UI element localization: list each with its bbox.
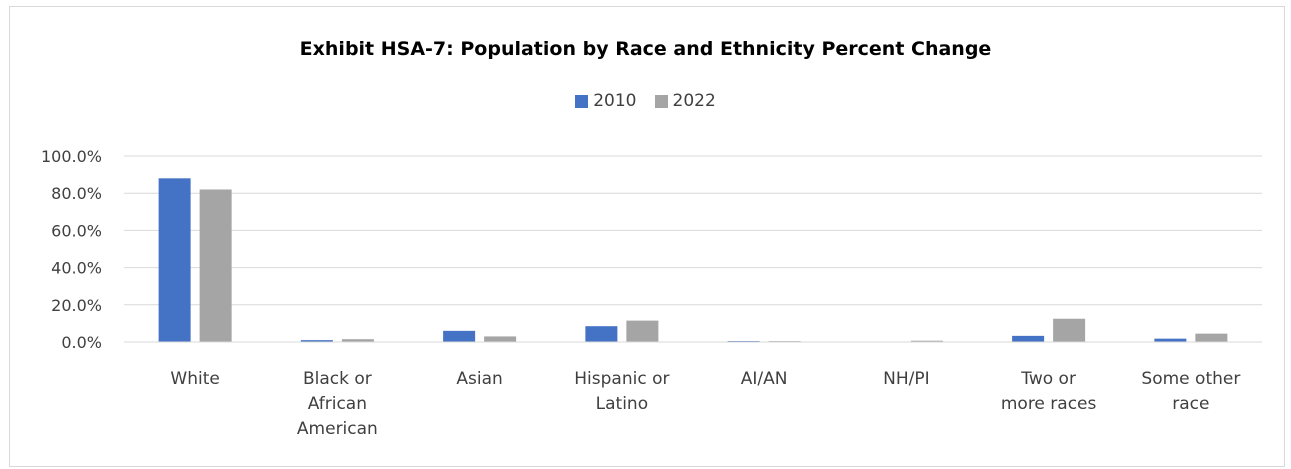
bar-2010 [1154, 338, 1187, 342]
x-category-label: NH/PI [883, 369, 930, 389]
bar-2022 [484, 336, 517, 342]
bar-2022 [626, 320, 659, 342]
bar-2010 [300, 340, 333, 342]
x-category-label: Asian [456, 369, 502, 389]
bar-2022 [1195, 333, 1228, 342]
x-category-label: Two or more races [1001, 369, 1097, 414]
bar-2010 [443, 330, 476, 342]
y-tick-label: 80.0% [51, 184, 102, 203]
legend-label-2010: 2010 [593, 91, 637, 111]
bar-2010 [1012, 335, 1045, 342]
chart-legend: 2010 2022 [0, 91, 1291, 111]
x-category-label: White [170, 369, 219, 389]
bar-2022 [199, 189, 232, 342]
legend-label-2022: 2022 [672, 91, 716, 111]
y-tick-label: 0.0% [61, 333, 102, 352]
legend-item-2010: 2010 [575, 91, 637, 111]
legend-swatch-2022 [654, 94, 668, 108]
legend-swatch-2010 [575, 94, 589, 108]
x-category-label: Black or African American [297, 369, 378, 439]
x-category-label: AI/AN [741, 369, 788, 389]
bar-2022 [910, 340, 943, 342]
bar-2022 [341, 339, 374, 342]
bar-2010 [158, 178, 191, 342]
y-tick-label: 20.0% [51, 296, 102, 315]
y-tick-label: 100.0% [41, 147, 102, 166]
y-tick-label: 60.0% [51, 221, 102, 240]
y-tick-label: 40.0% [51, 259, 102, 278]
x-category-label: Some other race [1141, 369, 1240, 414]
chart-title: Exhibit HSA-7: Population by Race and Et… [299, 38, 992, 60]
x-category-label: Hispanic or Latino [574, 369, 669, 414]
bar-2010 [585, 326, 618, 342]
bar-2022 [1053, 318, 1086, 342]
legend-item-2022: 2022 [654, 91, 716, 111]
